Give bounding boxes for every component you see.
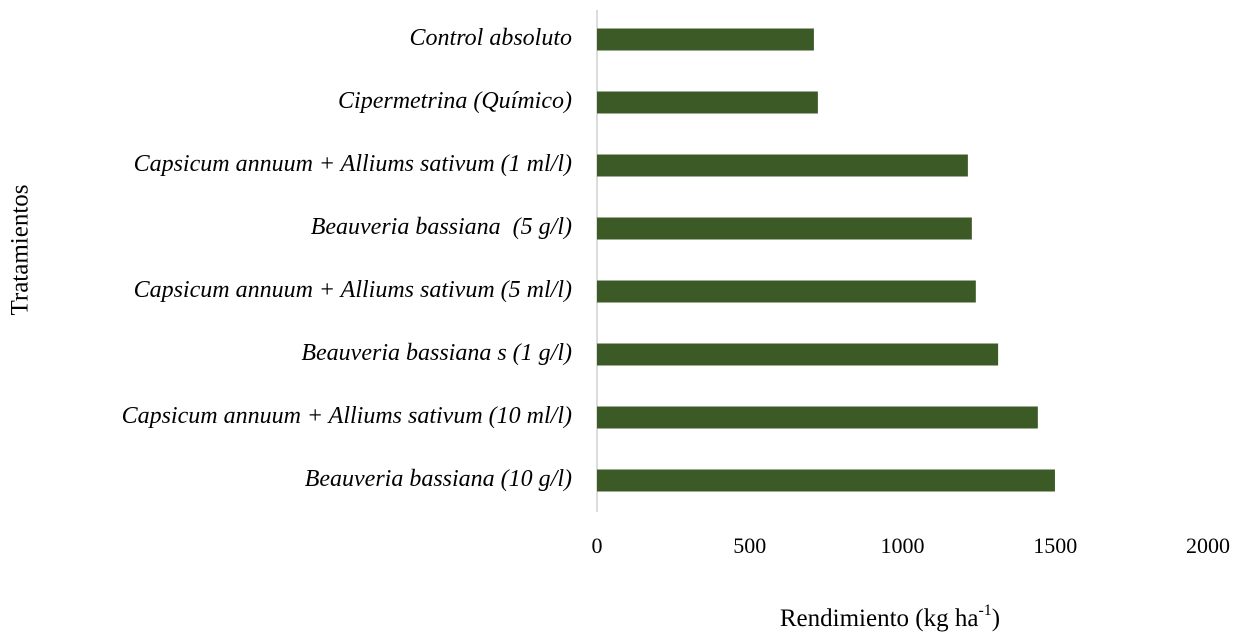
bar <box>597 406 1038 429</box>
x-tick-label: 500 <box>733 533 766 558</box>
bar <box>597 280 976 303</box>
x-tick-label: 2000 <box>1186 533 1230 558</box>
x-axis-label-text: Rendimiento (kg ha <box>780 605 979 632</box>
x-axis-label-sup: -1 <box>978 602 991 619</box>
y-tick-label: Cipermetrina (Químico) <box>338 88 572 114</box>
y-tick-label: Capsicum annuum + Alliums sativum (10 ml… <box>122 403 572 429</box>
x-axis-label-suffix: ) <box>992 605 1000 632</box>
bar <box>597 154 968 177</box>
y-tick-label: Beauveria bassiana s (1 g/l) <box>301 340 572 366</box>
bar <box>597 28 814 51</box>
bar <box>597 343 999 366</box>
y-tick-label: Beauveria bassiana (10 g/l) <box>305 466 572 492</box>
x-tick-label: 1000 <box>881 533 925 558</box>
y-tick-label: Beauveria bassiana (5 g/l) <box>311 214 572 240</box>
x-axis-label: Rendimiento (kg ha-1) <box>780 602 1000 632</box>
y-tick-label: Capsicum annuum + Alliums sativum (5 ml/… <box>134 277 572 303</box>
y-axis-label: Tratamientos <box>7 184 34 315</box>
x-tick-label: 0 <box>592 533 603 558</box>
bar <box>597 217 972 240</box>
y-tick-label: Control absoluto <box>410 25 572 51</box>
bar <box>597 91 818 114</box>
bar <box>597 469 1055 492</box>
x-tick-label: 1500 <box>1033 533 1077 558</box>
y-tick-label: Capsicum annuum + Alliums sativum (1 ml/… <box>134 151 572 177</box>
